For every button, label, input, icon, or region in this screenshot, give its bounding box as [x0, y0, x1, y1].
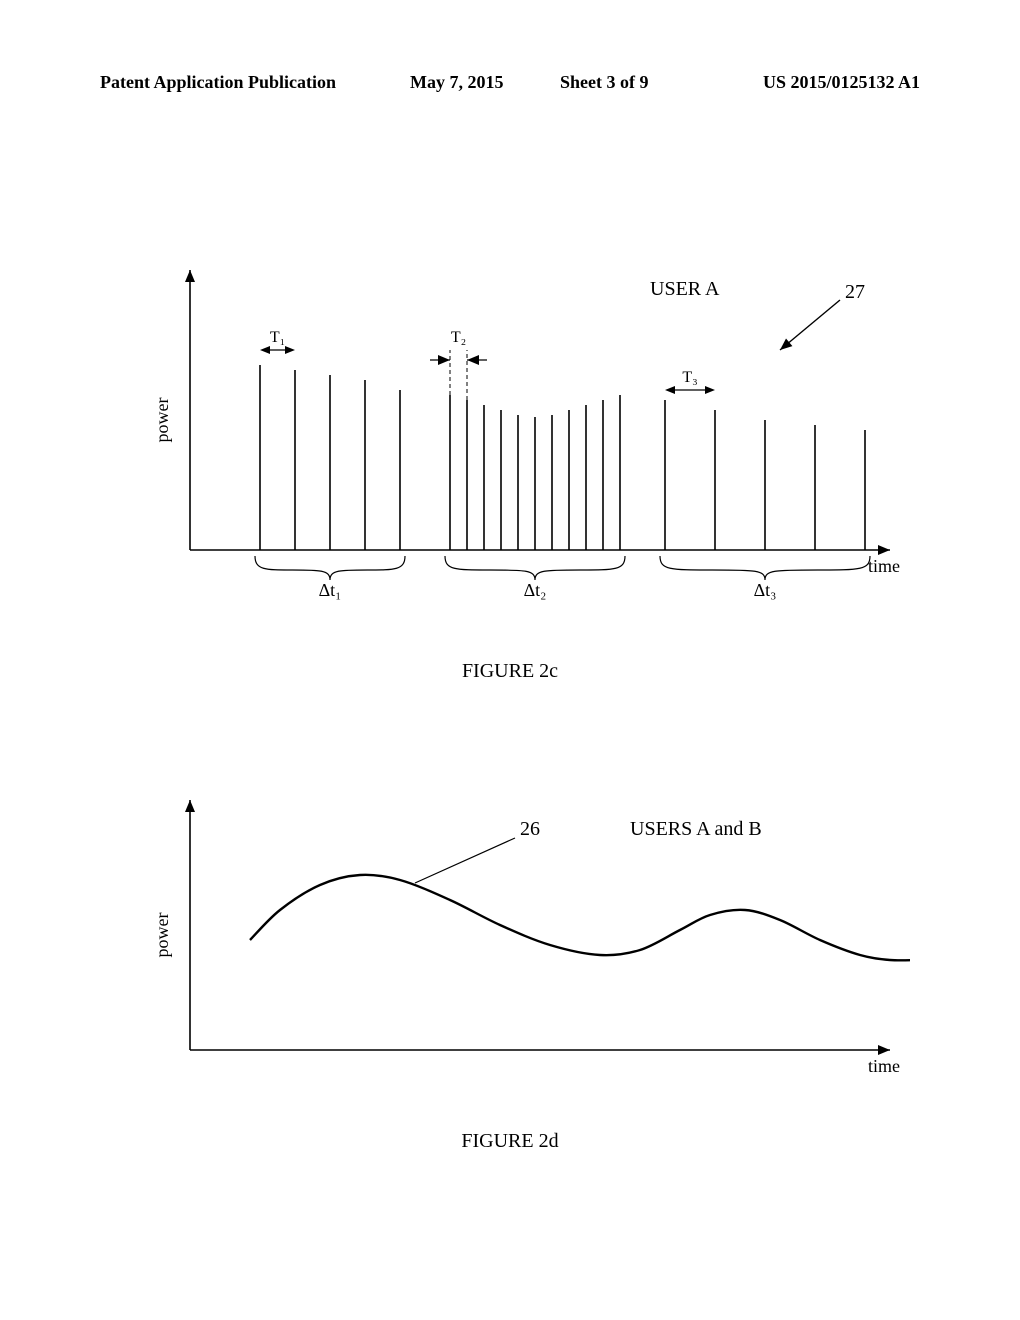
svg-text:power: power [152, 398, 172, 443]
svg-text:T₁: T₁ [270, 329, 285, 346]
svg-text:USERS A and B: USERS A and B [630, 818, 762, 840]
header-date: May 7, 2015 [410, 72, 504, 93]
svg-text:26: 26 [520, 818, 540, 840]
svg-text:time: time [868, 1056, 900, 1076]
figure-2c: power time USER A 27 T₁ T₂ T₃ Δt₁ Δt₂ Δt₃ [150, 250, 910, 610]
svg-text:T₃: T₃ [682, 369, 697, 386]
svg-text:time: time [868, 556, 900, 576]
svg-text:USER A: USER A [650, 278, 720, 300]
header-patent-num: US 2015/0125132 A1 [763, 72, 920, 93]
figure-2d-caption: FIGURE 2d [0, 1130, 1020, 1153]
svg-text:T₂: T₂ [451, 329, 466, 346]
header-publication: Patent Application Publication [100, 72, 336, 93]
header-sheet: Sheet 3 of 9 [560, 72, 649, 93]
svg-text:power: power [152, 913, 172, 958]
svg-text:Δt₁: Δt₁ [319, 580, 342, 600]
svg-text:Δt₂: Δt₂ [524, 580, 547, 600]
svg-text:27: 27 [845, 281, 865, 303]
figure-2c-caption: FIGURE 2c [0, 660, 1020, 683]
figure-2d: power time USERS A and B 26 [150, 780, 910, 1100]
svg-text:Δt₃: Δt₃ [754, 580, 777, 600]
